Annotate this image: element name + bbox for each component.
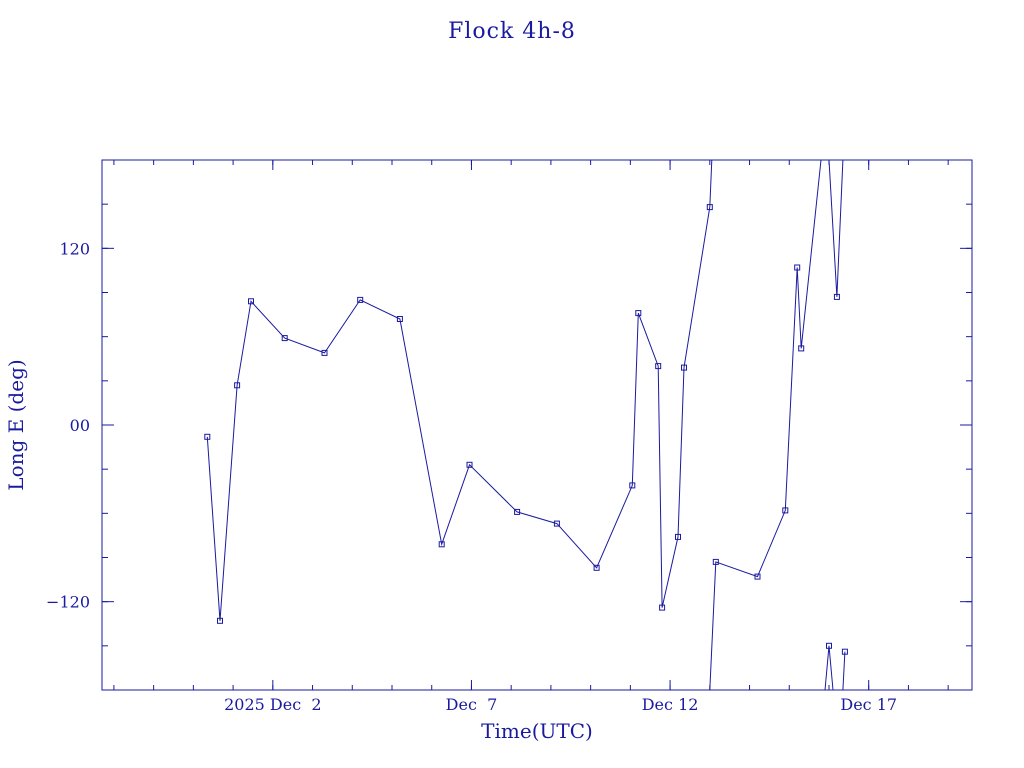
y-tick-label: −120 (46, 593, 90, 612)
data-point (635, 310, 642, 317)
series-line-segment (842, 651, 846, 691)
data-point (438, 541, 445, 548)
data-point (659, 604, 666, 611)
data-point (593, 564, 600, 571)
data-point (655, 363, 662, 370)
series-markers (204, 204, 848, 655)
data-point (681, 364, 687, 371)
series-line-segment (709, 159, 822, 691)
data-point (798, 345, 805, 352)
series-line-segment (824, 645, 834, 691)
data-point (629, 482, 636, 489)
data-point (234, 382, 241, 389)
data-point (321, 349, 328, 356)
data-point (706, 204, 713, 211)
data-point (514, 508, 521, 515)
x-axis-label: Time(UTC) (481, 719, 593, 743)
minor-ticks (102, 160, 972, 690)
data-point (281, 335, 288, 342)
x-tick-label: Dec 17 (840, 695, 897, 714)
data-point (754, 573, 761, 580)
data-point (466, 461, 473, 468)
x-tick-label: 2025 Dec 2 (224, 695, 321, 714)
data-point (357, 296, 364, 303)
data-point (396, 316, 403, 322)
y-tick-label: 120 (59, 239, 90, 258)
plot-frame (101, 159, 973, 691)
data-point (217, 617, 223, 624)
data-point (794, 264, 801, 271)
series-lines (206, 159, 846, 691)
data-point (204, 433, 211, 440)
series-line-segment (828, 159, 844, 297)
data-point (248, 298, 254, 305)
x-tick-label: Dec 7 (446, 695, 498, 714)
data-point (782, 507, 789, 514)
data-point (826, 642, 832, 649)
data-point (712, 558, 719, 565)
series-line-segment (206, 159, 713, 621)
data-point (675, 533, 681, 540)
y-axis-label: Long E (deg) (4, 359, 28, 490)
y-axis-ticks: 120 00 −120 (46, 239, 972, 612)
data-point (841, 648, 848, 655)
data-point (833, 293, 840, 300)
chart-title: Flock 4h-8 (448, 19, 576, 44)
x-tick-label: Dec 12 (642, 695, 699, 714)
x-axis-ticks: 2025 Dec 2 Dec 7 Dec 12 Dec 17 (224, 160, 897, 714)
data-point (553, 520, 560, 527)
y-tick-label: 00 (70, 416, 90, 435)
